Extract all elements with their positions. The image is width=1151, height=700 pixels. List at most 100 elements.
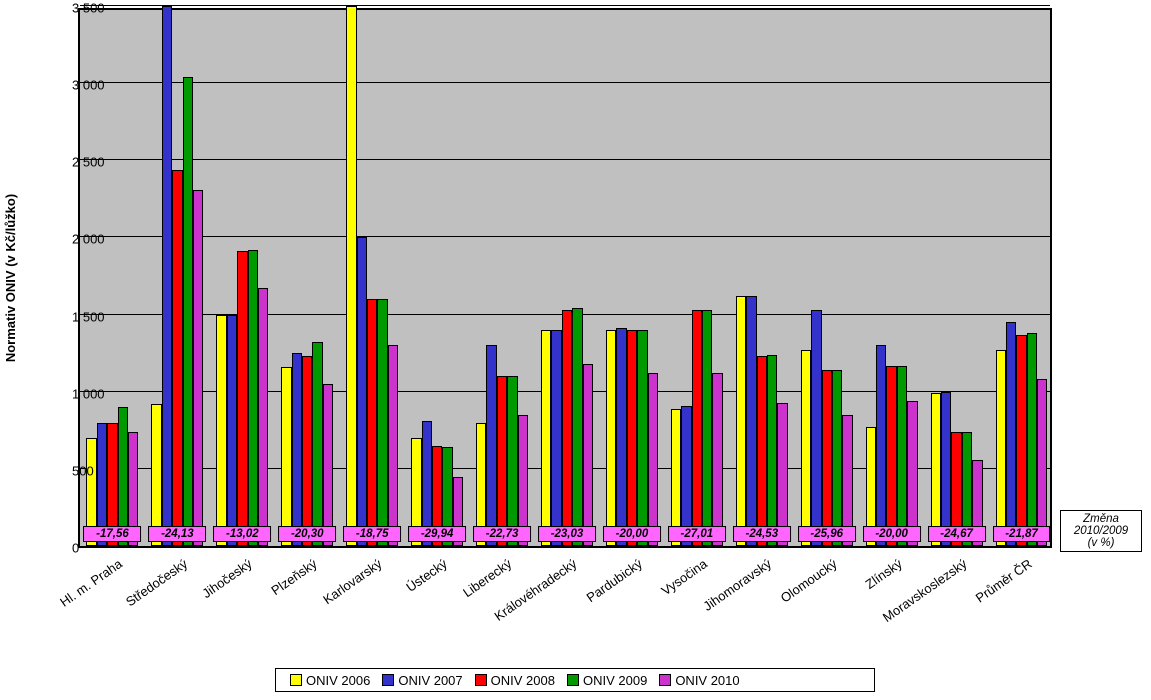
bar (681, 406, 691, 546)
pct-change-label: -29,94 (408, 526, 466, 542)
bar (172, 170, 182, 546)
change-caption-line: Změna (1065, 513, 1137, 525)
bar (637, 330, 647, 546)
bar (541, 330, 551, 546)
bar (183, 77, 193, 546)
bar (367, 299, 377, 546)
bar (302, 356, 312, 546)
x-tick-label: Hl. m. Praha (57, 556, 125, 610)
bar (811, 310, 821, 546)
change-caption-line: 2010/2009 (1065, 525, 1137, 537)
bar (193, 190, 203, 546)
bar (323, 384, 333, 546)
bar (507, 376, 517, 546)
bar (712, 373, 722, 546)
bar (162, 6, 172, 546)
change-caption-box: Změna2010/2009(v %) (1060, 510, 1142, 552)
bar (562, 310, 572, 546)
x-tick-label: Vysočina (658, 556, 709, 598)
legend-item: ONIV 2006 (290, 673, 370, 688)
bar (822, 370, 832, 546)
bar (907, 401, 917, 546)
pct-change-label: -22,73 (473, 526, 531, 542)
bar (292, 353, 302, 546)
legend-label: ONIV 2009 (583, 673, 647, 688)
x-tick-label: Středočeský (123, 556, 190, 609)
chart-container: -17,56 -24,13 -13,02 -20,30 -18,75 -29,94 -22,… (0, 0, 1151, 700)
legend-item: ONIV 2009 (567, 673, 647, 688)
bar (1006, 322, 1016, 546)
bar (227, 315, 237, 546)
legend: ONIV 2006 ONIV 2007 ONIV 2008 ONIV 2009 ONIV… (275, 668, 875, 692)
legend-label: ONIV 2010 (675, 673, 739, 688)
bar (886, 366, 896, 547)
pct-change-label: -17,56 (83, 526, 141, 542)
x-tick-label: Jihomoravský (701, 556, 775, 614)
pct-change-label: -25,96 (798, 526, 856, 542)
y-tick-label: 3 500 (72, 1, 78, 16)
x-tick-label: Zlínský (862, 556, 904, 592)
pct-change-label: -20,30 (278, 526, 336, 542)
pct-change-label: -24,53 (733, 526, 791, 542)
legend-swatch (659, 674, 671, 686)
y-tick-label: 2 000 (72, 232, 78, 247)
x-tick-label: Průměr ČR (972, 556, 1034, 606)
bar (832, 370, 842, 546)
pct-change-label: -23,03 (538, 526, 596, 542)
bar (486, 345, 496, 546)
gridline (80, 5, 1050, 6)
bar (777, 403, 787, 546)
x-tick-label: Plzeňský (269, 556, 320, 598)
gridline (80, 236, 1050, 237)
pct-change-label: -27,01 (668, 526, 726, 542)
bar (377, 299, 387, 546)
bar (627, 330, 637, 546)
bar (1027, 333, 1037, 546)
y-axis-label: Normativ ONIV (v Kč/lůžko) (3, 194, 18, 362)
bar (357, 237, 367, 546)
x-tick-label: Olomoucký (777, 556, 839, 606)
y-tick-label: 500 (72, 463, 78, 478)
pct-change-label: -20,00 (603, 526, 661, 542)
y-tick-label: 3 000 (72, 78, 78, 93)
bar (1037, 379, 1047, 546)
bar (572, 308, 582, 546)
bar (551, 330, 561, 546)
x-tick-label: Pardubický (583, 556, 644, 605)
pct-change-label: -13,02 (213, 526, 271, 542)
gridline (80, 159, 1050, 160)
bar (583, 364, 593, 546)
bar (931, 393, 941, 546)
gridline (80, 82, 1050, 83)
pct-change-label: -18,75 (343, 526, 401, 542)
legend-item: ONIV 2008 (475, 673, 555, 688)
bar (897, 366, 907, 547)
bar (801, 350, 811, 546)
bar (996, 350, 1006, 546)
legend-label: ONIV 2006 (306, 673, 370, 688)
bar (616, 328, 626, 546)
x-tick-label: Jihočeský (200, 556, 255, 601)
bar (876, 345, 886, 546)
x-tick-label: Ústecký (403, 556, 449, 595)
pct-change-label: -24,67 (928, 526, 986, 542)
change-caption-line: (v %) (1065, 537, 1137, 549)
legend-swatch (382, 674, 394, 686)
plot-area: -17,56 -24,13 -13,02 -20,30 -18,75 -29,94 -22,… (78, 8, 1052, 548)
pct-change-label: -20,00 (863, 526, 921, 542)
bar (151, 404, 161, 546)
pct-change-label: -21,87 (993, 526, 1051, 542)
bar (746, 296, 756, 546)
bar (216, 315, 226, 546)
bar (736, 296, 746, 546)
pct-change-label: -24,13 (148, 526, 206, 542)
bar (497, 376, 507, 546)
legend-item: ONIV 2010 (659, 673, 739, 688)
bar (1016, 335, 1026, 546)
bar (692, 310, 702, 546)
legend-item: ONIV 2007 (382, 673, 462, 688)
legend-label: ONIV 2007 (398, 673, 462, 688)
y-tick-label: 1 500 (72, 309, 78, 324)
y-tick-label: 1 000 (72, 386, 78, 401)
legend-swatch (475, 674, 487, 686)
